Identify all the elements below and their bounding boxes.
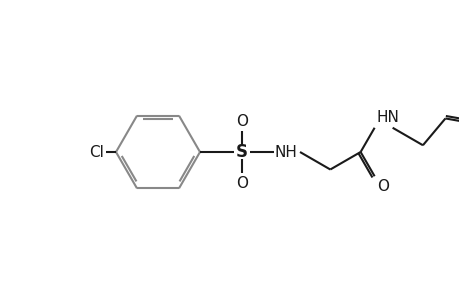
Text: HN: HN <box>376 110 398 125</box>
Text: O: O <box>235 176 247 190</box>
Text: Cl: Cl <box>89 145 104 160</box>
Text: S: S <box>235 143 247 161</box>
Text: NH: NH <box>274 145 297 160</box>
Text: O: O <box>377 179 389 194</box>
Text: O: O <box>235 113 247 128</box>
